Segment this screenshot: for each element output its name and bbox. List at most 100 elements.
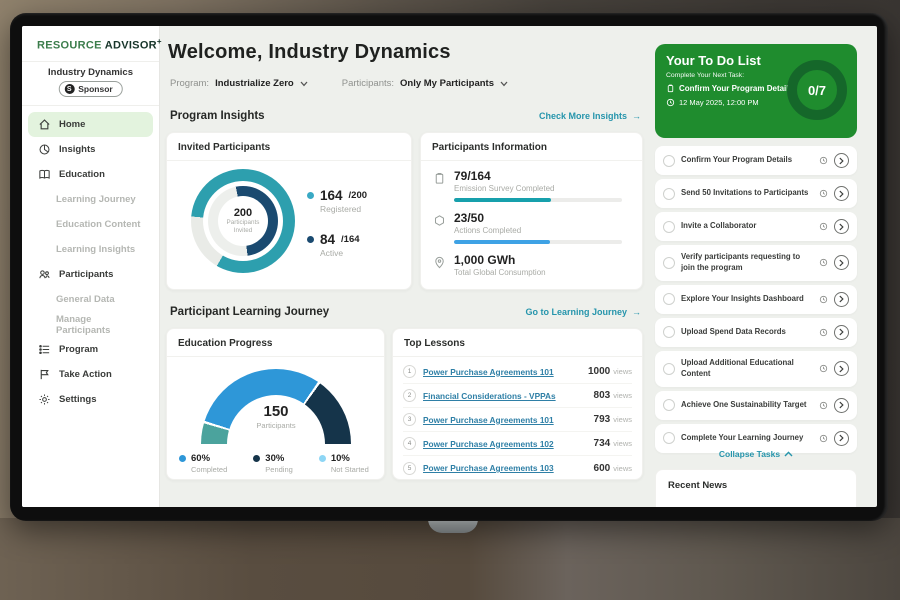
lesson-link[interactable]: Financial Considerations - VPPAs xyxy=(423,390,556,401)
checkbox-circle[interactable] xyxy=(663,432,675,445)
sidebar-item-label: Learning Journey xyxy=(56,194,136,205)
todo-next-task: Confirm Your Program Details xyxy=(666,84,796,93)
lesson-rank: 5 xyxy=(403,461,416,475)
sidebar-item-education[interactable]: Education xyxy=(28,162,153,187)
sidebar-item-manage-participants[interactable]: Manage Participants xyxy=(28,312,153,337)
lesson-row: 1 Power Purchase Agreements 101 1000 views xyxy=(403,360,632,384)
filters-row: Program: Industrialize Zero Participants:… xyxy=(170,78,508,89)
task-open-button[interactable] xyxy=(834,291,849,307)
task-row[interactable]: Upload Spend Data Records xyxy=(655,317,857,347)
task-label: Upload Additional Educational Content xyxy=(681,357,794,378)
lesson-views-count: 1000 xyxy=(587,366,611,377)
arrow-right-icon: → xyxy=(632,111,641,121)
participants-information-card: Participants Information 79/164 Emission … xyxy=(420,132,643,290)
gauge-center: 150 Participants xyxy=(201,403,351,430)
lessons-list: 1 Power Purchase Agreements 101 1000 views … xyxy=(393,357,642,480)
check-more-insights-link[interactable]: Check More Insights → xyxy=(539,111,641,121)
chevron-up-icon xyxy=(784,451,793,457)
participants-filter[interactable]: Participants: Only My Participants xyxy=(342,78,508,89)
flag-icon xyxy=(38,368,51,381)
lesson-link[interactable]: Power Purchase Agreements 101 xyxy=(423,414,554,425)
lesson-rank: 1 xyxy=(403,365,416,378)
sidebar-item-label: Learning Insights xyxy=(56,244,136,255)
task-row[interactable]: Confirm Your Program Details xyxy=(655,146,857,175)
book-icon xyxy=(38,168,51,181)
task-label: Confirm Your Program Details xyxy=(681,155,793,165)
lesson-row: 3 Power Purchase Agreements 101 793 views xyxy=(403,408,632,432)
checkbox-circle[interactable] xyxy=(663,220,675,233)
divider xyxy=(22,61,159,62)
progress-track xyxy=(454,240,622,244)
task-open-button[interactable] xyxy=(834,324,849,340)
sidebar-item-learning-insights[interactable]: Learning Insights xyxy=(28,237,153,262)
recent-news-title: Recent News xyxy=(668,480,728,491)
sidebar-item-participants[interactable]: Participants xyxy=(28,262,153,287)
sidebar-item-label: Take Action xyxy=(59,369,112,380)
checkbox-circle[interactable] xyxy=(663,399,675,412)
clock-icon xyxy=(819,258,828,267)
stats-list: 79/164 Emission Survey Completed 23/50 Act… xyxy=(421,161,642,277)
program-filter[interactable]: Program: Industrialize Zero xyxy=(170,78,308,89)
sidebar-item-learning-journey[interactable]: Learning Journey xyxy=(28,187,153,212)
legend-label: Pending xyxy=(265,465,293,474)
legend-entry-registered: 164/200 Registered xyxy=(307,188,367,214)
card-title: Participants Information xyxy=(421,133,642,161)
clock-icon xyxy=(819,364,828,373)
link-text: Go to Learning Journey xyxy=(525,307,627,317)
task-row[interactable]: Achieve One Sustainability Target xyxy=(655,390,857,420)
home-icon xyxy=(38,118,51,131)
card-title: Top Lessons xyxy=(393,329,642,357)
task-label: Invite a Collaborator xyxy=(681,221,757,231)
sidebar-item-take-action[interactable]: Take Action xyxy=(28,362,153,387)
task-row[interactable]: Verify participants requesting to join t… xyxy=(655,245,857,281)
task-row[interactable]: Upload Additional Educational Content xyxy=(655,350,857,387)
sidebar-item-program[interactable]: Program xyxy=(28,337,153,362)
task-open-button[interactable] xyxy=(834,397,849,413)
participants-filter-value: Only My Participants xyxy=(400,78,494,89)
lesson-row: 4 Power Purchase Agreements 102 734 views xyxy=(403,432,632,456)
task-open-button[interactable] xyxy=(834,219,849,234)
program-filter-label: Program: xyxy=(170,78,210,89)
task-open-button[interactable] xyxy=(834,430,849,446)
legend-dot xyxy=(179,455,186,462)
checkbox-circle[interactable] xyxy=(663,154,675,167)
task-row[interactable]: Explore Your Insights Dashboard xyxy=(655,284,857,314)
task-row[interactable]: Invite a Collaborator xyxy=(655,212,857,241)
lesson-link[interactable]: Power Purchase Agreements 101 xyxy=(423,366,554,377)
sidebar-item-settings[interactable]: Settings xyxy=(28,387,153,412)
insights-icon xyxy=(38,143,51,156)
lesson-link[interactable]: Power Purchase Agreements 103 xyxy=(423,463,554,473)
progress-fill xyxy=(454,240,550,244)
lesson-link[interactable]: Power Purchase Agreements 102 xyxy=(423,438,554,449)
task-row[interactable]: Send 50 Invitations to Participants xyxy=(655,179,857,208)
clock-icon xyxy=(819,401,828,410)
collapse-tasks-link[interactable]: Collapse Tasks xyxy=(655,449,857,459)
legend-total: /200 xyxy=(348,190,368,201)
sidebar-item-home[interactable]: Home xyxy=(28,112,153,137)
clipboard-icon xyxy=(666,84,675,93)
todo-panel: Your To Do List Complete Your Next Task:… xyxy=(655,44,857,138)
gauge-center-label: Participants xyxy=(256,421,296,430)
clipboard-icon xyxy=(433,169,446,202)
sidebar-item-general-data[interactable]: General Data xyxy=(28,287,153,312)
sidebar-item-insights[interactable]: Insights xyxy=(28,137,153,162)
arrow-right-icon: → xyxy=(632,307,641,317)
checkbox-circle[interactable] xyxy=(663,362,675,375)
legend-value: 10% xyxy=(330,453,350,464)
task-row[interactable]: Complete Your Learning Journey xyxy=(655,423,857,453)
checkbox-circle[interactable] xyxy=(663,293,675,306)
go-to-learning-journey-link[interactable]: Go to Learning Journey → xyxy=(525,307,641,317)
checkbox-circle[interactable] xyxy=(663,187,675,200)
task-open-button[interactable] xyxy=(834,153,849,168)
checkbox-circle[interactable] xyxy=(663,256,675,269)
task-open-button[interactable] xyxy=(834,186,849,201)
lesson-row: 5 Power Purchase Agreements 103 600 views xyxy=(403,456,632,480)
legend-value: 164 xyxy=(320,188,343,203)
task-open-button[interactable] xyxy=(834,361,849,377)
todo-title: Your To Do List xyxy=(666,53,761,68)
sidebar-item-education-content[interactable]: Education Content xyxy=(28,212,153,237)
checkbox-circle[interactable] xyxy=(663,326,675,339)
clock-icon xyxy=(819,434,828,443)
todo-due-label: 12 May 2025, 12:00 PM xyxy=(679,98,759,107)
task-open-button[interactable] xyxy=(834,255,849,271)
